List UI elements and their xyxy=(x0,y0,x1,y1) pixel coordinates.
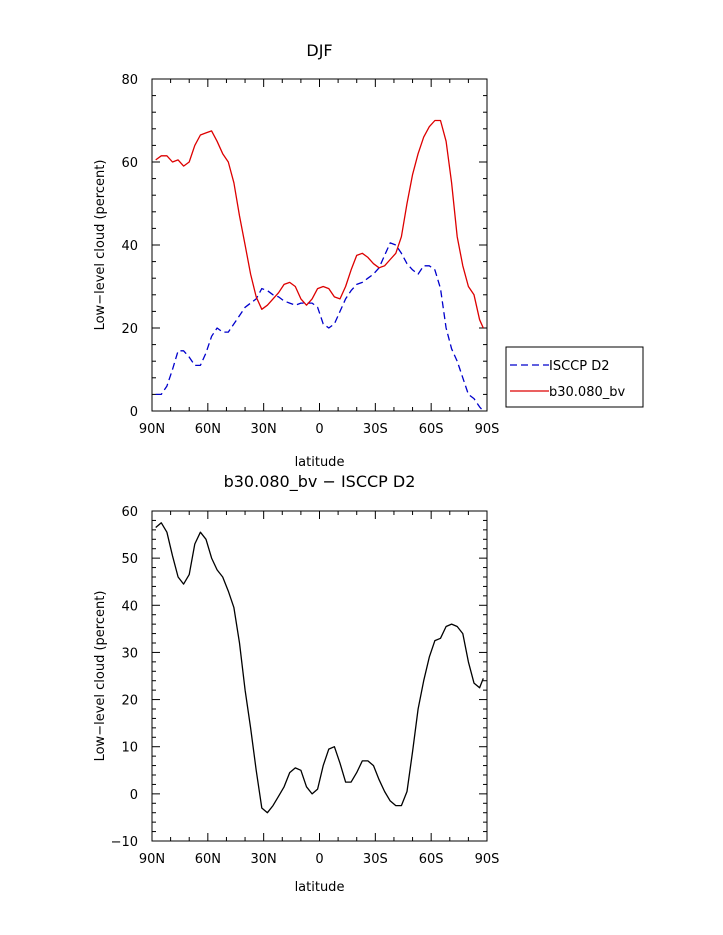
y-tick-label: 60 xyxy=(121,505,138,520)
legend-label: ISCCP D2 xyxy=(549,359,610,374)
y-axis-label: Low−level cloud (percent) xyxy=(93,591,108,762)
y-tick-label: 80 xyxy=(121,73,138,88)
x-tick-label: 60N xyxy=(195,852,221,867)
x-tick-label: 0 xyxy=(315,422,323,437)
y-tick-label: 0 xyxy=(130,788,138,803)
legend: ISCCP D2 b30.080_bv xyxy=(505,346,644,408)
plot-frame xyxy=(151,78,488,412)
x-tick-label: 30S xyxy=(363,422,388,437)
x-tick-label: 0 xyxy=(315,852,323,867)
y-axis-label: Low−level cloud (percent) xyxy=(93,160,108,331)
y-tick-label: 20 xyxy=(121,694,138,709)
x-tick-label: 90N xyxy=(139,422,165,437)
y-tick-label: 20 xyxy=(121,322,138,337)
x-tick-label: 90S xyxy=(475,852,500,867)
y-tick-label: 60 xyxy=(121,156,138,171)
x-axis-label: latitude xyxy=(295,880,345,895)
y-tick-label: 40 xyxy=(121,599,138,614)
bottom-chart-difference: b30.080_bv − ISCCP D2 90N 60N 30N 0 30S 60S 90S… xyxy=(93,472,499,895)
x-tick-label: 90S xyxy=(475,422,500,437)
series-line-b30-080-bv xyxy=(155,119,484,329)
chart-title: b30.080_bv − ISCCP D2 xyxy=(224,472,416,492)
legend-box xyxy=(505,346,644,408)
series-line-difference xyxy=(155,522,484,814)
y-tick-label: 40 xyxy=(121,239,138,254)
y-tick-label: 0 xyxy=(130,405,138,420)
x-tick-label: 60S xyxy=(419,422,444,437)
y-tick-label: 10 xyxy=(121,741,138,756)
legend-label: b30.080_bv xyxy=(549,385,625,400)
x-tick-label: 30N xyxy=(251,422,277,437)
x-tick-label: 30N xyxy=(251,852,277,867)
x-tick-label: 30S xyxy=(363,852,388,867)
y-tick-label: 50 xyxy=(121,552,138,567)
top-chart-djf: DJF 90N 60N 30N 0 30S 60S 90S 0 20 40 60 80 latitude L… xyxy=(93,41,499,470)
y-tick-label: −10 xyxy=(111,835,138,850)
x-tick-label: 60N xyxy=(195,422,221,437)
x-tick-label: 90N xyxy=(139,852,165,867)
series-line-isccp-d2 xyxy=(155,242,484,412)
x-axis-label: latitude xyxy=(295,455,345,470)
plot-frame xyxy=(151,510,488,842)
x-tick-label: 60S xyxy=(419,852,444,867)
chart-title: DJF xyxy=(306,41,332,60)
y-tick-label: 30 xyxy=(121,646,138,661)
